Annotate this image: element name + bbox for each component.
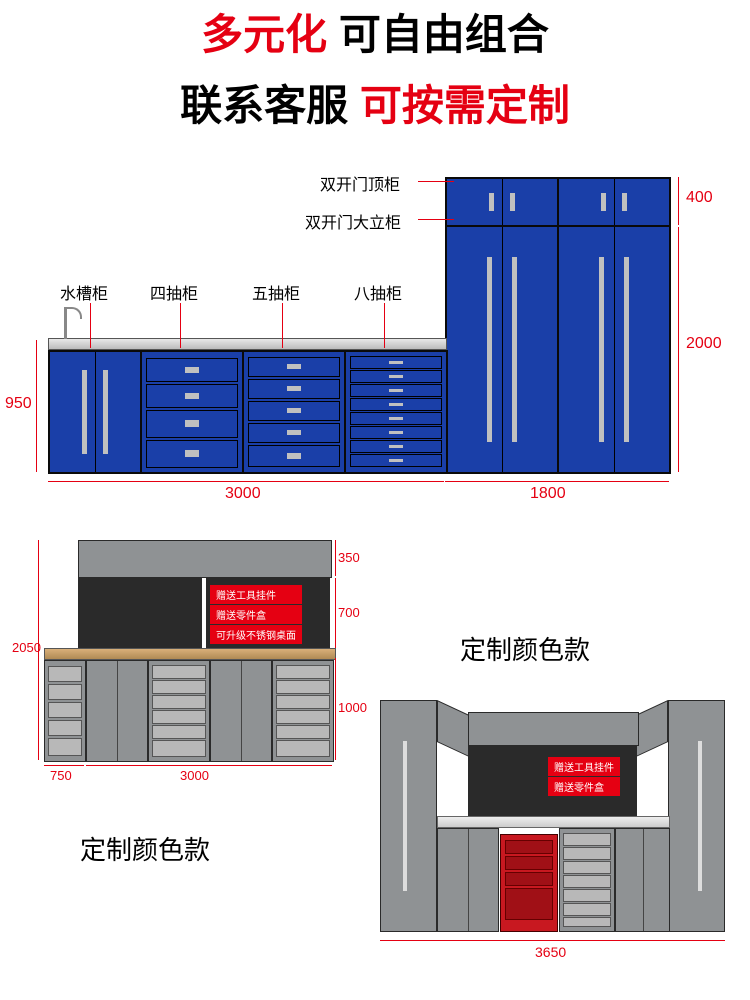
badge-stack-left: 赠送工具挂件 赠送零件盒 可升级不锈钢桌面 <box>210 584 302 645</box>
dim-3650: 3650 <box>535 944 566 960</box>
headline-red-1: 多元化 <box>201 11 327 58</box>
countertop <box>48 338 447 350</box>
dim-1000: 1000 <box>338 700 367 715</box>
red-rolling-cart <box>500 834 558 932</box>
sink-cabinet <box>48 350 142 474</box>
badge-parts-box-r: 赠送零件盒 <box>548 777 620 796</box>
dim-750: 750 <box>50 768 72 783</box>
dim-line-right-top <box>678 177 679 225</box>
eight-drawer-cabinet <box>344 350 448 474</box>
label-sink: 水槽柜 <box>60 280 108 304</box>
four-drawer-cabinet <box>140 350 244 474</box>
headline-line2: 联系客服 可按需定制 <box>0 71 750 142</box>
dim-700: 700 <box>338 605 360 620</box>
label-tall-door: 双开门大立柜 <box>305 209 401 233</box>
headline-line1: 多元化 可自由组合 <box>0 0 750 71</box>
dim-1800: 1800 <box>530 485 566 503</box>
dim-3000b: 3000 <box>180 768 209 783</box>
label-top-door: 双开门顶柜 <box>320 171 400 195</box>
sub-diagram-right: 赠送工具挂件 赠送零件盒 3650 <box>380 700 725 960</box>
badge-parts-box: 赠送零件盒 <box>210 605 302 624</box>
badge-stack-right: 赠送工具挂件 赠送零件盒 <box>548 756 620 797</box>
top-cabinet-1 <box>445 177 559 227</box>
sub-right-title: 定制颜色款 <box>460 630 590 667</box>
dim-2050: 2050 <box>12 640 41 655</box>
dim-line-bottom-right <box>445 481 669 482</box>
five-drawer-cabinet <box>242 350 346 474</box>
headline-black-2: 联系客服 <box>180 82 360 129</box>
top-cabinet-2 <box>557 177 671 227</box>
badge-tool-hooks-r: 赠送工具挂件 <box>548 757 620 776</box>
label-five: 五抽柜 <box>252 280 300 304</box>
dim-350: 350 <box>338 550 360 565</box>
dim-950: 950 <box>5 395 32 413</box>
side-drawer-cabinet <box>44 660 86 762</box>
dim-2000: 2000 <box>686 335 722 353</box>
headline-red-2: 可按需定制 <box>360 82 570 129</box>
label-four: 四抽柜 <box>150 280 198 304</box>
dim-400: 400 <box>686 189 713 207</box>
sub-diagram-left: 赠送工具挂件 赠送零件盒 可升级不锈钢桌面 2050 750 3000 350 … <box>30 540 360 800</box>
dim-line-bottom-left <box>48 481 444 482</box>
dim-line-left <box>36 340 37 472</box>
sub-left-title: 定制颜色款 <box>80 830 210 867</box>
label-eight: 八抽柜 <box>354 280 402 304</box>
tall-cabinet-2 <box>557 225 671 474</box>
badge-tool-hooks: 赠送工具挂件 <box>210 585 302 604</box>
main-cabinet-diagram: 水槽柜 四抽柜 五抽柜 八抽柜 双开门顶柜 双开门大立柜 950 3000 18… <box>30 195 720 490</box>
tall-cabinet-1 <box>445 225 559 474</box>
badge-steel-top: 可升级不锈钢桌面 <box>210 625 302 644</box>
headline-black-1: 可自由组合 <box>327 11 549 58</box>
dim-line-right-full <box>678 227 679 472</box>
pegboard-left <box>78 578 202 648</box>
dim-3000: 3000 <box>225 485 261 503</box>
